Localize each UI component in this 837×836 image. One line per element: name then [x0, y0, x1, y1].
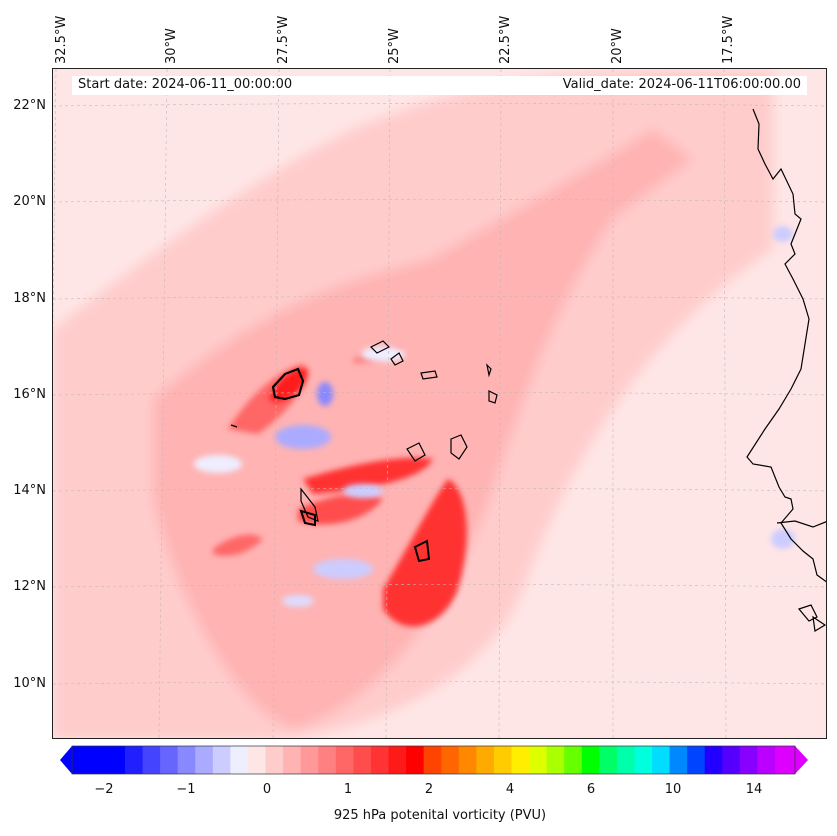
lon-tick-30w: 30°W [164, 28, 179, 64]
pv-field-map [53, 69, 826, 738]
lon-tick-22.5w: 22.5°W [498, 15, 513, 64]
colorbar-cell [247, 746, 267, 774]
africa-coastline [746, 108, 826, 632]
colorbar-tick: 0 [262, 782, 272, 797]
colorbar-cell [511, 746, 530, 774]
colorbar-cell [493, 746, 512, 774]
colorbar [60, 745, 808, 775]
lat-tick-10n: 10°N [13, 676, 46, 691]
pv-shading-broad [53, 69, 773, 738]
lat-tick-16n: 16°N [13, 387, 46, 402]
colorbar-tick: 6 [586, 782, 596, 797]
lon-tick-27.5w: 27.5°W [276, 15, 291, 64]
colorbar-cell [353, 746, 372, 774]
colorbar-cell [704, 746, 723, 774]
colorbar-cell [406, 746, 425, 774]
colorbar-tick: 14 [745, 782, 763, 797]
colorbar-cell [599, 746, 618, 774]
colorbar-cell [546, 746, 565, 774]
colorbar-tick: 1 [343, 782, 353, 797]
lon-tick-25w: 25°W [387, 28, 402, 64]
colorbar-cell [757, 746, 776, 774]
pv-shading-intense [213, 347, 467, 627]
colorbar-cell [177, 746, 196, 774]
colorbar-cell [634, 746, 653, 774]
colorbar-cell [581, 746, 600, 774]
colorbar-cell [616, 746, 635, 774]
colorbar-max-arrow [795, 746, 808, 774]
lat-tick-14n: 14°N [13, 483, 46, 498]
colorbar-cell [529, 746, 548, 774]
lat-tick-12n: 12°N [13, 579, 46, 594]
colorbar-cell [318, 746, 337, 774]
colorbar-cell [739, 746, 758, 774]
colorbar-cell [458, 746, 477, 774]
graticule [53, 69, 826, 738]
colorbar-tick: −1 [176, 782, 196, 797]
colorbar-cell [388, 746, 407, 774]
lat-tick-20n: 20°N [13, 194, 46, 209]
colorbar-tick: 2 [424, 782, 434, 797]
colorbar-cell [142, 746, 161, 774]
colorbar-cell [72, 746, 125, 774]
colorbar-cell [230, 746, 249, 774]
colorbar-cell [423, 746, 442, 774]
colorbar-cell [265, 746, 284, 774]
lat-tick-18n: 18°N [13, 291, 46, 306]
colorbar-cell [722, 746, 741, 774]
pv-shading-negative [194, 226, 795, 607]
colorbar-min-arrow [60, 746, 72, 774]
colorbar-cells [72, 746, 795, 774]
colorbar-cell [476, 746, 495, 774]
map-panel[interactable] [52, 68, 827, 739]
colorbar-tick: 4 [505, 782, 515, 797]
valid-date-label: Valid_date: 2024-06-11T06:00:00.00 [562, 77, 801, 92]
colorbar-cell [125, 746, 144, 774]
lon-tick-17.5w: 17.5°W [721, 15, 736, 64]
colorbar-cell [775, 746, 795, 774]
lat-tick-22n: 22°N [13, 98, 46, 113]
date-annotation: Start date: 2024-06-11_00:00:00 Valid_da… [72, 76, 807, 95]
colorbar-tick: 10 [664, 782, 682, 797]
colorbar-label: 925 hPa potenital vorticity (PVU) [333, 808, 547, 823]
cape-verde-islands [230, 340, 498, 563]
colorbar-cell [283, 746, 302, 774]
colorbar-cell [195, 746, 214, 774]
colorbar-cell [669, 746, 688, 774]
colorbar-cell [160, 746, 179, 774]
colorbar-cell [564, 746, 583, 774]
lon-tick-20w: 20°W [610, 28, 625, 64]
lon-tick-32.5w: 32.5°W [54, 15, 69, 64]
colorbar-cell [441, 746, 460, 774]
colorbar-cell [300, 746, 319, 774]
colorbar-cell [212, 746, 231, 774]
colorbar-cell [687, 746, 706, 774]
colorbar-tick: −2 [94, 782, 114, 797]
colorbar-cell [370, 746, 390, 774]
colorbar-cell [335, 746, 354, 774]
start-date-label: Start date: 2024-06-11_00:00:00 [78, 77, 293, 92]
colorbar-cell [652, 746, 671, 774]
